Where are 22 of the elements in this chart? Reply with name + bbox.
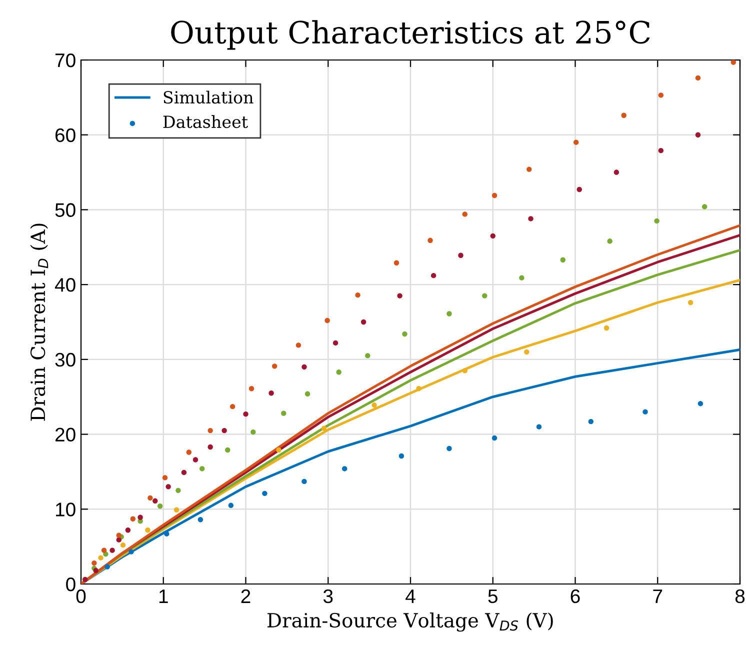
x-tick-label: 4 (406, 590, 416, 603)
x-tick-label: 3 (323, 589, 333, 604)
legend-label: Datasheet (163, 115, 248, 128)
x-tick-label: 5 (488, 590, 498, 604)
legend-label: Simulation (164, 90, 254, 104)
x-tick-label: 1 (159, 590, 168, 603)
x-tick-label: 7 (653, 590, 662, 603)
y-axis-title: Drain Current I$_{D}$ (A) (30, 224, 48, 421)
x-axis-title: Drain-Source Voltage V$_{DS}$ (V) (267, 612, 553, 632)
y-tick-label: 10 (56, 502, 76, 516)
y-tick-label: 60 (56, 128, 76, 142)
y-tick-label: 30 (55, 352, 76, 367)
x-tick-label: 2 (241, 589, 250, 603)
x-tick-label: 8 (735, 589, 745, 604)
y-tick-label: 40 (54, 278, 76, 292)
x-tick-label: 0 (76, 589, 86, 604)
y-tick-label: 70 (56, 53, 76, 68)
x-tick-label: 6 (570, 589, 580, 604)
y-tick-label: 50 (55, 203, 76, 217)
chart-title: Output Characteristics at 25°C (171, 20, 650, 50)
y-tick-label: 0 (66, 577, 76, 592)
y-tick-label: 20 (55, 428, 76, 442)
